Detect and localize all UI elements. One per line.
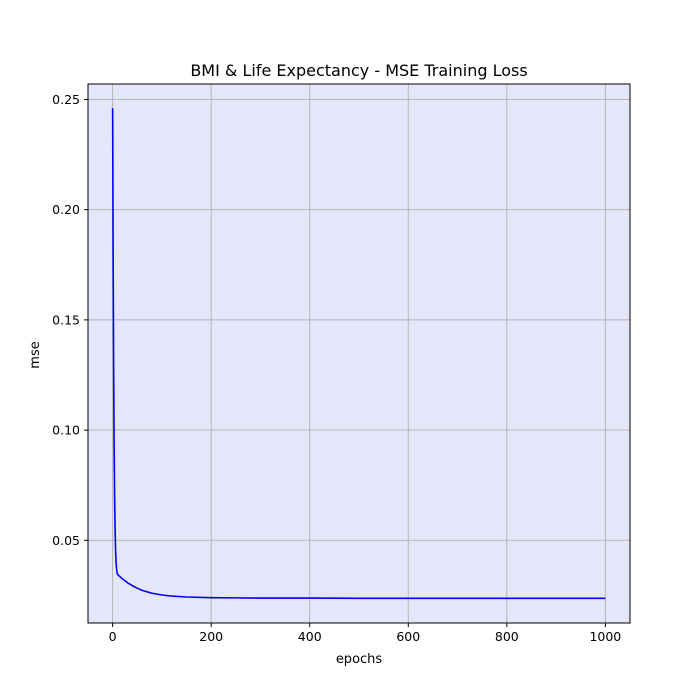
plot-frame (87, 83, 631, 624)
x-tick-label: 200 (199, 629, 223, 644)
plot-area (88, 84, 630, 623)
series-layer (111, 108, 606, 600)
ticks: 0 200 400 600 800 1000 0.05 0.10 0.15 0.20 0.25 (52, 92, 621, 644)
y-tick-label: 0.05 (52, 533, 80, 548)
y-tick-label: 0.20 (52, 202, 80, 217)
x-tick-label: 1000 (589, 629, 621, 644)
series-line (111, 108, 606, 600)
x-tick-label: 800 (495, 629, 519, 644)
x-axis-title: epochs (336, 652, 383, 667)
y-axis-title: mse (28, 341, 43, 368)
y-tick-label: 0.25 (52, 92, 80, 107)
y-tick-label: 0.10 (52, 423, 80, 438)
chart-title: BMI & Life Expectancy - MSE Training Los… (190, 61, 527, 80)
x-tick-label: 400 (298, 629, 322, 644)
x-tick-label: 0 (109, 629, 117, 644)
x-tick-label: 600 (396, 629, 420, 644)
grid (88, 84, 630, 623)
y-tick-label: 0.15 (52, 312, 80, 327)
